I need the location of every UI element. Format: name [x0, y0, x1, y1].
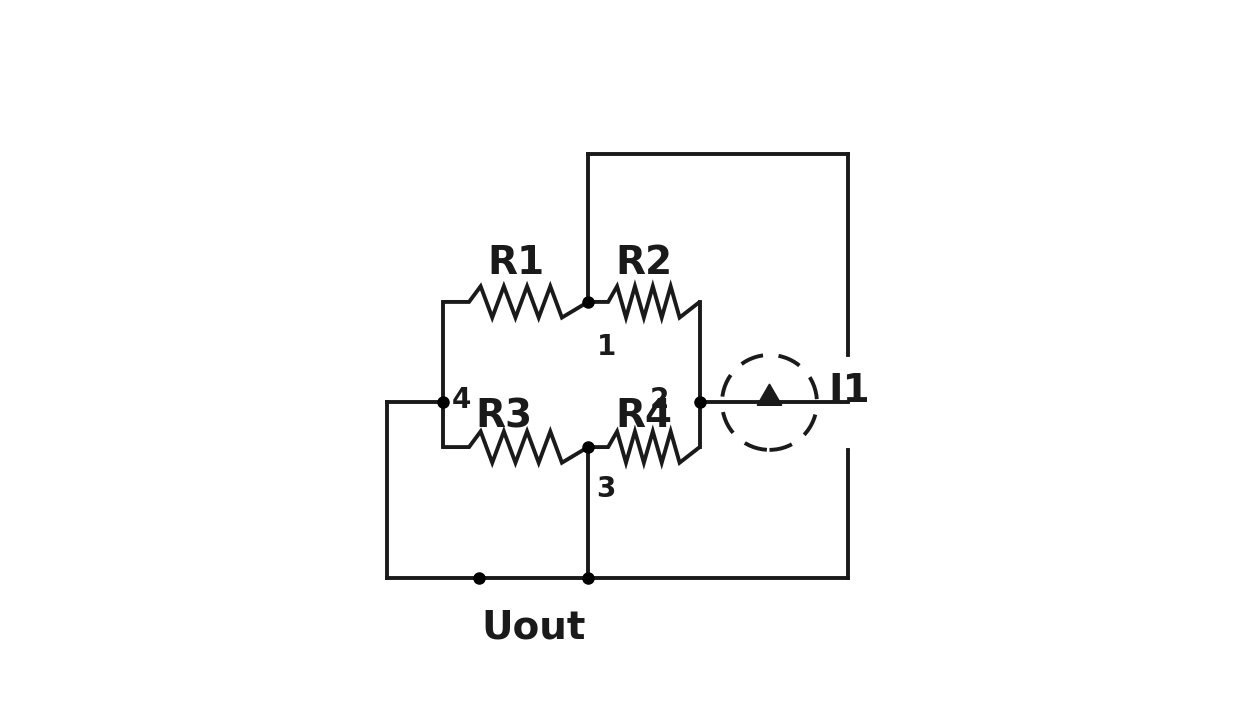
Text: 3: 3: [596, 475, 616, 503]
Text: R2: R2: [615, 244, 672, 282]
Text: R3: R3: [476, 397, 533, 436]
Polygon shape: [758, 384, 781, 405]
Text: R1: R1: [487, 244, 544, 282]
Text: Uout: Uout: [481, 609, 585, 647]
Text: 2: 2: [650, 386, 670, 414]
Text: I1: I1: [828, 372, 869, 410]
Text: 4: 4: [451, 386, 471, 414]
Text: R4: R4: [615, 397, 672, 436]
Text: 1: 1: [596, 333, 616, 360]
